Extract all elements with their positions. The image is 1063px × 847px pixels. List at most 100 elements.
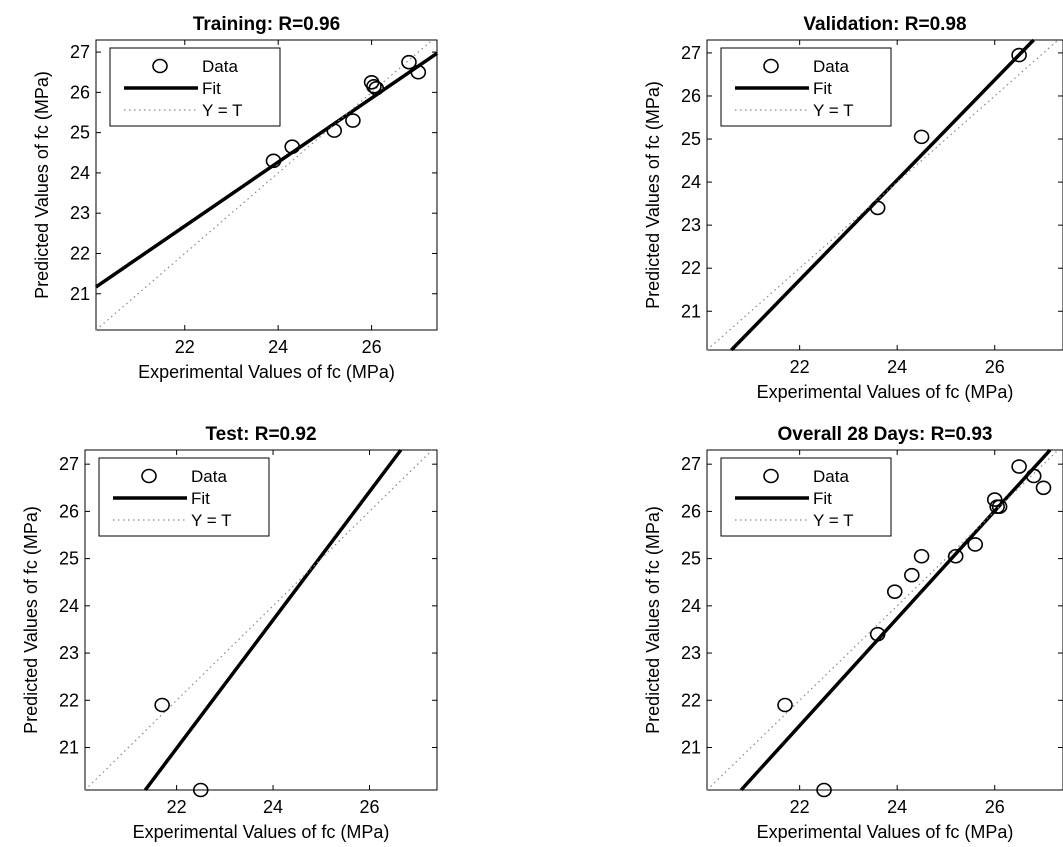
data-point-validation (869, 200, 886, 216)
panel-test: 22 24 26 21 22 23 24 25 26 27 Test: R=0.92 Experime… (21, 424, 438, 842)
x-axis-label-overall: Experimental Values of fc (MPa) (757, 822, 1014, 842)
plot-area-overall (706, 449, 1063, 791)
data-point-training (410, 64, 427, 80)
y-tick-label: 21 (681, 738, 701, 758)
identity-line-validation (706, 39, 1059, 351)
chart-title-test: Test: R=0.92 (205, 424, 316, 445)
chart-title-overall: Overall 28 Days: R=0.93 (778, 424, 993, 445)
chart-title-training: Training: R=0.96 (193, 14, 340, 35)
data-point-training (265, 153, 282, 169)
y-axis-label-overall: Predicted Values of fc (MPa) (643, 506, 663, 734)
data-point-overall (816, 782, 832, 798)
chart-title-validation: Validation: R=0.98 (803, 14, 966, 35)
legend-label: Y = T (813, 511, 853, 530)
fit-line-overall (739, 448, 1052, 792)
x-tick-label: 26 (362, 337, 382, 357)
y-tick-label: 24 (681, 596, 701, 616)
legend-label: Fit (202, 79, 221, 98)
data-point-test (192, 782, 209, 798)
data-point-overall (904, 567, 920, 583)
y-tick-label: 24 (70, 163, 90, 183)
legend-validation: Data Fit Y = T (720, 47, 892, 127)
plot-area-training (95, 39, 438, 331)
legend-label: Data (813, 57, 849, 76)
data-point-overall (913, 548, 930, 564)
y-axis-label-training: Predicted Values of fc (MPa) (32, 71, 52, 299)
identity-line-training (95, 39, 433, 331)
x-tick-label: 26 (985, 357, 1005, 377)
legend-label: Data (202, 57, 238, 76)
y-tick-label: 26 (681, 501, 701, 521)
y-tick-label: 27 (681, 454, 701, 474)
y-tick-label: 22 (681, 258, 701, 278)
legend-label: Y = T (813, 101, 853, 120)
data-point-training (345, 113, 361, 128)
data-point-overall (886, 584, 903, 599)
y-tick-label: 27 (70, 42, 90, 62)
legend-label: Y = T (202, 101, 242, 120)
y-tick-label: 21 (59, 738, 79, 758)
y-tick-label: 27 (681, 43, 701, 63)
legend-overall: Data Fit Y = T (720, 457, 892, 537)
identity-line-test (84, 449, 433, 791)
identity-line-overall (706, 449, 1059, 791)
data-point-overall (869, 626, 886, 642)
y-tick-label: 24 (681, 172, 701, 192)
data-point-overall (947, 548, 964, 564)
x-tick-label: 26 (985, 797, 1005, 817)
y-tick-label: 23 (681, 643, 701, 663)
data-point-training (366, 79, 382, 94)
data-point-training (368, 81, 385, 96)
legend-marker-data (763, 58, 779, 74)
data-point-overall (1025, 468, 1042, 484)
y-tick-label: 25 (70, 123, 90, 143)
x-tick-label: 24 (263, 797, 283, 817)
data-point-validation (913, 129, 930, 145)
y-tick-label: 26 (59, 501, 79, 521)
x-axis-label-test: Experimental Values of fc (MPa) (133, 822, 390, 842)
legend-marker-data (141, 468, 157, 484)
y-tick-label: 25 (681, 129, 701, 149)
data-point-overall (1035, 480, 1052, 496)
data-point-validation (1011, 47, 1027, 63)
legend-marker-data (763, 468, 779, 484)
y-tick-label: 24 (59, 596, 79, 616)
legend-label: Fit (813, 489, 832, 508)
y-tick-label: 22 (70, 243, 90, 263)
y-tick-label: 25 (681, 549, 701, 569)
legend-test: Data Fit Y = T (98, 457, 270, 537)
y-tick-label: 27 (59, 454, 79, 474)
data-point-overall (991, 499, 1008, 514)
x-tick-label: 24 (887, 357, 907, 377)
legend-training: Data Fit Y = T (109, 47, 281, 127)
y-tick-label: 23 (70, 203, 90, 223)
data-point-training (326, 123, 343, 138)
x-tick-label: 26 (359, 797, 379, 817)
fit-line-training (95, 51, 438, 289)
y-tick-label: 22 (59, 690, 79, 710)
legend-label: Data (813, 467, 849, 486)
data-point-training (284, 139, 300, 155)
legend-marker-data (152, 58, 168, 74)
data-point-overall (1011, 459, 1027, 474)
legend-label: Fit (813, 79, 832, 98)
legend-label: Fit (191, 489, 210, 508)
x-tick-label: 22 (167, 797, 187, 817)
panel-training: 22 24 26 21 22 23 24 25 26 27 Training: R=0.96 Expe… (32, 14, 438, 382)
x-tick-label: 24 (887, 797, 907, 817)
fit-line-validation (730, 38, 1035, 352)
data-point-training (401, 54, 417, 70)
y-tick-label: 21 (70, 284, 90, 304)
legend-label: Data (191, 467, 227, 486)
y-tick-label: 23 (681, 215, 701, 235)
y-tick-label: 23 (59, 643, 79, 663)
data-point-test (154, 697, 170, 713)
x-tick-label: 22 (790, 357, 810, 377)
x-axis-label-training: Experimental Values of fc (MPa) (138, 362, 395, 382)
data-point-overall (967, 537, 984, 552)
x-tick-label: 24 (268, 337, 288, 357)
y-tick-label: 22 (681, 690, 701, 710)
panel-validation: 22 24 26 21 22 23 24 25 26 27 Validation: R=0.98 Ex… (643, 14, 1063, 402)
data-point-overall (777, 697, 793, 713)
